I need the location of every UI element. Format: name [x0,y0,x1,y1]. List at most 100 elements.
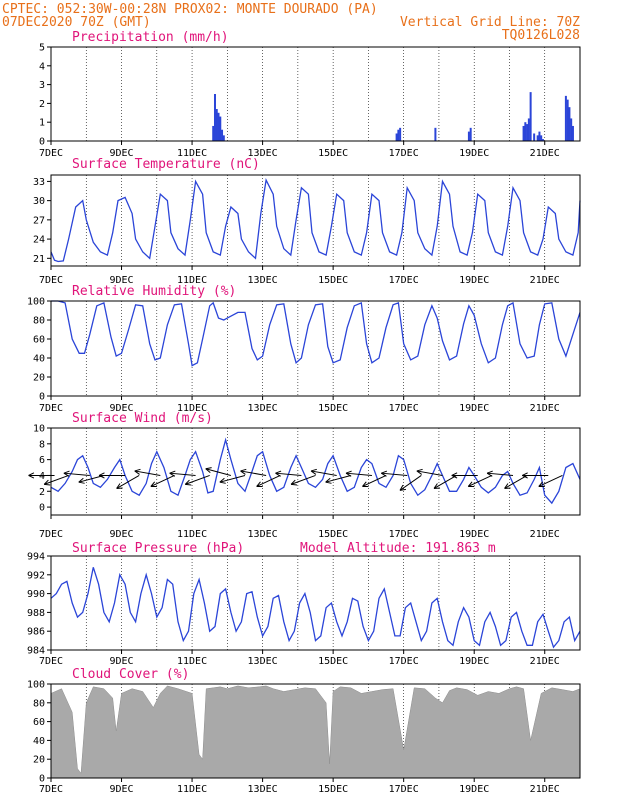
ytick-label: 60 [33,717,45,728]
precip-bar [221,129,224,141]
wind-arrow-shaft [63,472,90,476]
xtick-label: 15DEC [318,529,348,540]
wind-arrow-shaft [325,474,351,483]
wind-arrow-head [240,468,247,472]
wind-arrow [345,470,372,477]
wind-arrow-shaft [504,475,528,489]
precip-bar [524,122,527,141]
xtick-label: 21DEC [530,656,560,667]
wind-arrow-head [486,472,493,477]
header-grid-line: Vertical Grid Line: 70Z [400,15,580,30]
wind-arrow-shaft [169,472,196,476]
ytick-label: 21 [33,254,45,265]
xtick-label: 13DEC [248,403,278,414]
xtick-label: 15DEC [318,275,348,286]
wind-arrow-head [467,481,473,487]
xtick-label: 21DEC [530,403,560,414]
wind-arrow-shaft [433,475,457,489]
wind-arrow [433,475,457,489]
xtick-label: 13DEC [248,275,278,286]
rh-line [51,300,581,367]
pres-annotation: Model Altitude: 191.863 m [300,541,496,556]
wind-arrow [78,474,105,484]
precip-bar [527,118,530,141]
wind-arrow-head [184,479,190,485]
wind-arrow-shaft [275,472,302,476]
ytick-label: 994 [27,552,45,563]
ytick-label: 0 [39,774,45,785]
wind-arrow-shaft [487,472,514,476]
cloud-title: Cloud Cover (%) [72,667,189,682]
precip-bar [529,92,532,141]
precip-bar [217,112,220,141]
panel-temp: Surface Temperature (nC) 21 24 27 30 33 7DEC 9D… [33,157,581,286]
header-model: TQ0126L028 [502,28,580,43]
xtick-label: 11DEC [177,148,207,159]
wind-arrow [98,472,126,479]
panel-pres: Surface Pressure (hPa) Model Altitude: 19… [27,541,581,667]
wind-arrow-head [169,472,176,477]
wind-arrow-head [98,475,105,479]
xtick-label: 7DEC [39,148,63,159]
ytick-label: 24 [33,235,45,246]
ytick-label: 992 [27,570,45,581]
panel-cloud: Cloud Cover (%) 0 20 40 60 80 100 7DEC 9DEC 11DEC… [27,667,581,795]
wind-title: Surface Wind (m/s) [72,411,213,426]
wind-arrow [240,468,267,476]
xtick-label: 19DEC [459,529,489,540]
wind-arrow-head [256,481,261,487]
xtick-label: 19DEC [459,784,489,795]
wind-arrow-head [116,483,121,489]
precip-bar [541,139,544,141]
wind-arrow [150,475,175,488]
xtick-label: 9DEC [109,403,133,414]
precip-bar [533,133,536,141]
panels: Precipitation (mm/h) 0 1 2 3 4 5 7DEC 9DEC 11DEC 1… [27,30,581,795]
panel-wind: Surface Wind (m/s) 0 2 4 6 8 10 7DEC 9DEC 11DEC 13… [28,411,581,540]
wind-arrow-shaft [44,474,69,485]
ytick-label: 2 [39,99,45,110]
xtick-label: 15DEC [318,656,348,667]
wind-arrow-head [78,477,84,483]
wind-arrow-head [522,475,528,479]
wind-arrow [504,475,528,489]
wind-arrow [522,472,549,479]
wind-arrow-head [381,470,388,474]
ytick-label: 60 [33,335,45,346]
xtick-label: 15DEC [318,403,348,414]
wind-arrow-head [275,470,282,474]
xtick-label: 17DEC [389,148,419,159]
ytick-label: 100 [27,680,45,691]
precip-bar [540,135,543,141]
xtick-label: 13DEC [248,656,278,667]
ytick-label: 20 [33,755,45,766]
precip-bar [536,135,539,141]
wind-arrow [290,474,316,486]
xtick-label: 21DEC [530,275,560,286]
wind-arrow-head [325,481,332,484]
wind-arrow-head [325,477,331,483]
xtick-label: 17DEC [389,529,419,540]
header: CPTEC: 052:30W-00:28N PROX02: MONTE DOUR… [2,2,580,43]
xtick-label: 17DEC [389,275,419,286]
panel-precip: Precipitation (mm/h) 0 1 2 3 4 5 7DEC 9DEC 11DEC 1… [39,30,581,159]
wind-arrow-head [63,470,70,474]
wind-arrow [486,470,514,477]
xtick-label: 17DEC [389,784,419,795]
wind-arrow-head [486,470,493,474]
wind-arrow [310,468,337,476]
wind-arrow-head [399,484,404,491]
ytick-label: 3 [39,80,45,91]
wind-arrow [219,474,246,484]
wind-arrow-head [310,470,317,475]
ytick-label: 33 [33,177,45,188]
xtick-label: 11DEC [177,529,207,540]
precip-bar [434,127,437,141]
wind-arrow-shaft [256,475,281,487]
temp-line [50,178,581,263]
wind-arrow-shaft [116,475,140,489]
wind-arrow-head [399,488,407,491]
precip-bar [395,133,398,141]
xtick-label: 19DEC [459,148,489,159]
precip-bar [522,125,525,141]
